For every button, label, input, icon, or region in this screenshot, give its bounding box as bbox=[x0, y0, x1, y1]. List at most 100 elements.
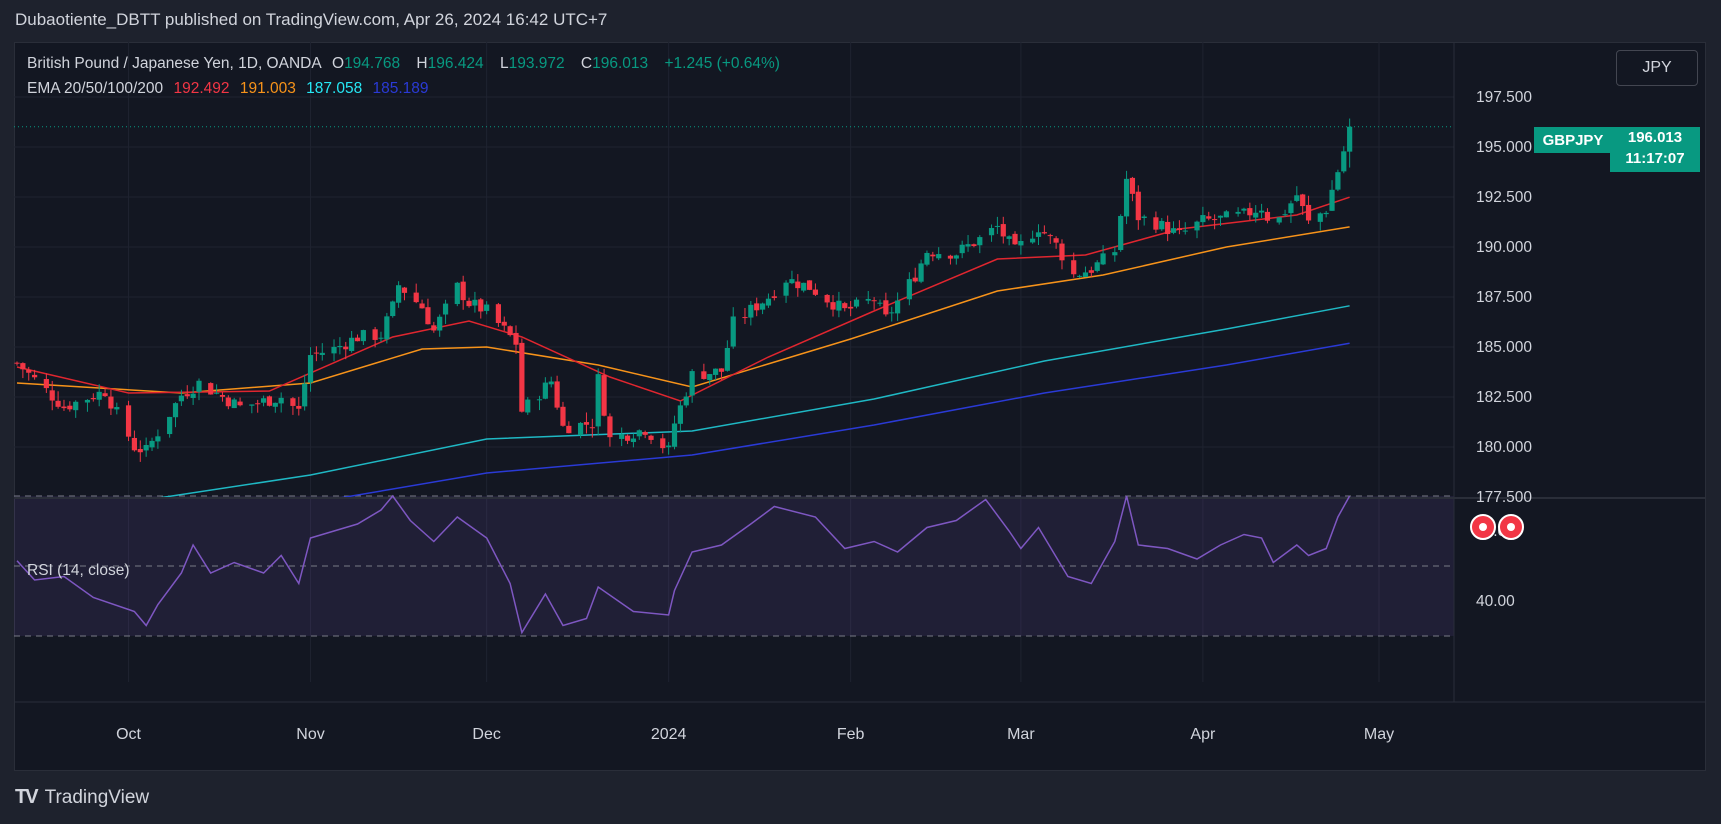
candle-body bbox=[1176, 228, 1182, 231]
event-marker-icon[interactable] bbox=[1470, 514, 1496, 540]
candle-body bbox=[577, 422, 584, 436]
candle-body bbox=[971, 244, 977, 247]
candle-body bbox=[783, 282, 789, 296]
candle-body bbox=[178, 395, 184, 402]
high-label: H bbox=[416, 55, 428, 72]
candle-body bbox=[466, 300, 472, 307]
close-label: C bbox=[580, 55, 593, 72]
candle-body bbox=[724, 347, 730, 371]
candle-body bbox=[1082, 272, 1089, 278]
candle-body bbox=[1305, 204, 1312, 221]
candle-body bbox=[125, 405, 132, 437]
candle-body bbox=[595, 374, 601, 427]
candle-body bbox=[853, 299, 860, 307]
candle-body bbox=[1000, 224, 1006, 237]
candle-body bbox=[454, 282, 460, 305]
candle-body bbox=[924, 252, 930, 265]
event-markers[interactable] bbox=[1470, 514, 1524, 540]
candle-body bbox=[1018, 240, 1024, 246]
last-price-tag: 196.013 11:17:07 bbox=[1610, 127, 1700, 172]
currency-button[interactable]: JPY bbox=[1616, 50, 1698, 86]
candle-body bbox=[947, 255, 954, 259]
rsi-label[interactable]: RSI (14, close) bbox=[27, 562, 130, 579]
rsi-tick-label: 40.00 bbox=[1476, 593, 1515, 610]
footer: TV TradingView bbox=[15, 786, 149, 809]
candle-body bbox=[1235, 211, 1241, 214]
candle-body bbox=[548, 381, 554, 385]
candle-body bbox=[1182, 230, 1188, 232]
candle-body bbox=[1200, 215, 1206, 223]
candle-body bbox=[114, 407, 120, 410]
candle-body bbox=[636, 430, 642, 437]
candle-body bbox=[1288, 203, 1294, 214]
time-tick-label: Apr bbox=[1190, 726, 1216, 743]
tv-logo-icon[interactable]: TV bbox=[15, 786, 39, 808]
candle-body bbox=[67, 405, 73, 410]
candle-body bbox=[1241, 208, 1247, 211]
event-marker-icon[interactable] bbox=[1498, 514, 1524, 540]
candle-body bbox=[583, 422, 590, 425]
last-price: 196.013 bbox=[1627, 129, 1683, 146]
candle-body bbox=[630, 438, 637, 443]
price-tick-label: 182.500 bbox=[1476, 389, 1532, 406]
chart-canvas[interactable]: 177.500 180.000 182.500 185.000 187.500 190.0… bbox=[14, 42, 1706, 771]
candle-body bbox=[988, 228, 995, 236]
candle-body bbox=[765, 298, 772, 306]
price-tick-label: 195.000 bbox=[1476, 139, 1532, 156]
candle-body bbox=[1118, 215, 1124, 251]
ema-label[interactable]: EMA 20/50/100/200 bbox=[27, 80, 164, 97]
candle-body bbox=[660, 438, 666, 449]
candle-body bbox=[1006, 236, 1012, 239]
candle-body bbox=[1341, 151, 1347, 172]
ema100-value: 187.058 bbox=[306, 80, 363, 97]
candle-body bbox=[1030, 238, 1036, 243]
candle-body bbox=[965, 244, 971, 247]
candle-body bbox=[1035, 232, 1042, 237]
candle-body bbox=[1088, 270, 1094, 273]
candle-body bbox=[155, 436, 161, 442]
candle-body bbox=[1317, 213, 1323, 222]
candle-body bbox=[507, 326, 513, 336]
candle-body bbox=[1071, 260, 1077, 275]
ema100-line bbox=[160, 305, 1350, 497]
candle-body bbox=[272, 402, 278, 407]
candle-body bbox=[806, 280, 813, 290]
candle-body bbox=[1194, 221, 1200, 231]
candle-body bbox=[501, 321, 507, 326]
candle-body bbox=[1170, 228, 1177, 233]
candle-body bbox=[225, 397, 231, 407]
ohlc-legend: British Pound / Japanese Yen, 1D, OANDA … bbox=[27, 55, 786, 73]
candle-body bbox=[525, 399, 531, 413]
candle-body bbox=[754, 303, 760, 311]
candle-body bbox=[296, 405, 302, 409]
candle-body bbox=[648, 435, 654, 440]
candle-body bbox=[90, 398, 96, 400]
candle-body bbox=[1094, 262, 1100, 271]
rsi-line bbox=[16, 494, 1351, 635]
candle-body bbox=[836, 300, 842, 311]
symbol-price-tag: GBPJPY bbox=[1534, 127, 1612, 153]
time-tick-label: May bbox=[1364, 726, 1394, 743]
symbol-title[interactable]: British Pound / Japanese Yen, 1D, OANDA bbox=[27, 55, 322, 72]
candle-body bbox=[43, 379, 49, 389]
candle-body bbox=[20, 363, 26, 370]
candle-body bbox=[108, 396, 114, 409]
candle-body bbox=[1276, 217, 1282, 223]
candle-body bbox=[425, 307, 431, 325]
price-tick-label: 177.500 bbox=[1476, 489, 1532, 506]
candle-body bbox=[619, 434, 625, 439]
candle-body bbox=[1100, 253, 1106, 265]
candle-body bbox=[918, 263, 924, 282]
open-label: O bbox=[332, 55, 345, 72]
candle-body bbox=[378, 337, 384, 339]
candle-body bbox=[560, 406, 566, 426]
candle-body bbox=[255, 403, 261, 405]
time-tick-label: Nov bbox=[296, 726, 324, 743]
candle-body bbox=[260, 398, 267, 403]
candle-body bbox=[32, 374, 38, 378]
candle-body bbox=[542, 382, 548, 399]
footer-brand[interactable]: TradingView bbox=[44, 786, 150, 808]
candle-body bbox=[730, 316, 736, 347]
rsi-pane bbox=[16, 494, 1351, 635]
candle-body bbox=[437, 316, 443, 331]
